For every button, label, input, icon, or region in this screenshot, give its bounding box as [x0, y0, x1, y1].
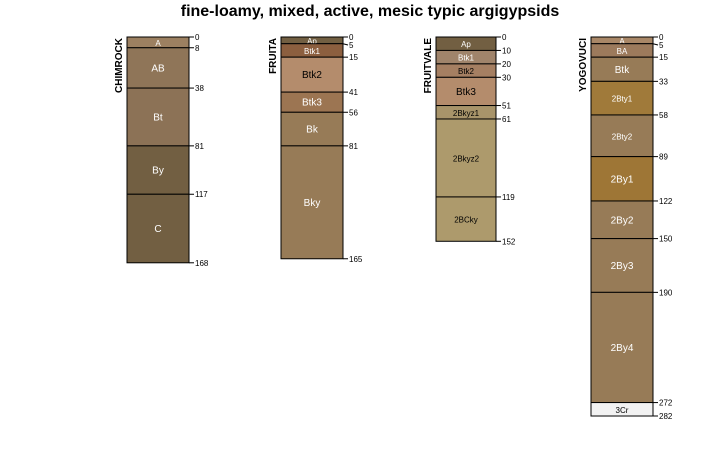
- profile-name: YOGOVUCI: [578, 38, 589, 92]
- horizon-2by3: [590, 238, 654, 293]
- depth-label: 0: [349, 33, 354, 42]
- depth-label: 89: [659, 153, 668, 162]
- depth-label: 272: [659, 399, 673, 408]
- horizon-by: [126, 145, 190, 195]
- depth-label: 117: [195, 190, 208, 199]
- horizon-label: 2Bty1: [612, 95, 633, 104]
- depth-label: 152: [502, 237, 516, 246]
- depth-label: 8: [195, 44, 200, 53]
- horizon-label: 2Bkyz2: [453, 154, 480, 163]
- horizon-label: 2By4: [611, 343, 634, 354]
- horizon-label: 2Bty2: [612, 132, 633, 141]
- depth-label: 5: [659, 41, 664, 50]
- profile-chimrock: CHIMROCK A AB Bt By C 0 8 38 81 117 168: [114, 33, 209, 268]
- horizon-btk3: [435, 76, 497, 107]
- depth-label: 168: [195, 259, 209, 268]
- horizon-label: 3Cr: [616, 406, 629, 415]
- depth-label: 61: [502, 115, 511, 124]
- depth-label: 10: [502, 46, 511, 55]
- depth-label: 5: [349, 41, 354, 50]
- horizon-btk2: [280, 56, 344, 93]
- horizon-2bty1: [590, 80, 654, 116]
- depth-tick: [652, 43, 659, 46]
- horizon-label: Btk3: [456, 87, 476, 98]
- depth-label: 30: [502, 73, 511, 82]
- horizon-2bkyz2: [435, 118, 497, 198]
- profile-fruitvale: FRUITVALE Ap Btk1 Btk2 Btk3 2Bkyz1 2Bkyz2 2BCky…: [423, 33, 516, 246]
- horizon-label: A: [155, 39, 161, 48]
- diagram-title: fine-loamy, mixed, active, mesic typic a…: [181, 3, 560, 20]
- profile-name: FRUITA: [268, 38, 279, 74]
- horizon-label: BA: [617, 47, 628, 56]
- depth-label: 0: [659, 33, 664, 42]
- horizon-bky: [280, 145, 344, 260]
- horizon-label: 2By2: [611, 215, 634, 226]
- horizon-3cr: [590, 402, 654, 417]
- depth-label: 119: [502, 193, 515, 202]
- depth-label: 81: [349, 142, 358, 151]
- horizon-label: A: [619, 37, 625, 46]
- horizon-label: Btk: [615, 65, 630, 76]
- depth-label: 41: [349, 88, 358, 97]
- depth-label: 190: [659, 288, 673, 297]
- depth-label: 81: [195, 142, 204, 151]
- depth-label: 56: [349, 108, 358, 117]
- horizon-btk: [590, 56, 654, 82]
- depth-label: 0: [195, 33, 200, 42]
- profile-name: FRUITVALE: [423, 38, 434, 94]
- depth-label: 165: [349, 255, 363, 264]
- depth-label: 33: [659, 77, 668, 86]
- profile-name: CHIMROCK: [114, 37, 125, 93]
- horizon-label: Btk1: [304, 47, 321, 56]
- horizon-label: Ap: [461, 40, 471, 49]
- depth-label: 58: [659, 111, 668, 120]
- horizon-label: Ap: [307, 37, 317, 46]
- depth-label: 20: [502, 60, 511, 69]
- horizon-label: Bk: [306, 125, 319, 136]
- horizon-label: Btk3: [302, 98, 322, 109]
- horizon-ab: [126, 47, 190, 89]
- horizon-label: C: [154, 224, 161, 235]
- horizon-label: 2Bkyz1: [453, 109, 480, 118]
- horizon-label: Bky: [304, 198, 321, 209]
- depth-label: 0: [502, 33, 507, 42]
- horizon-2by1: [590, 156, 654, 202]
- depth-label: 150: [659, 235, 673, 244]
- depth-label: 38: [195, 84, 204, 93]
- horizon-label: 2By3: [611, 261, 634, 272]
- depth-tick: [342, 43, 349, 46]
- horizon-label: Bt: [153, 112, 163, 123]
- depth-label: 122: [659, 197, 673, 206]
- depth-label: 282: [659, 412, 673, 421]
- horizon-label: By: [152, 166, 164, 177]
- horizon-label: AB: [151, 63, 165, 74]
- horizon-2bcky: [435, 196, 497, 242]
- profile-yogovuci: YOGOVUCI ABA Btk 2Bty1 2Bty2 2By1 2By2 2By3 2By4…: [578, 33, 673, 421]
- horizon-label: 2BCky: [454, 216, 478, 225]
- horizon-2by4: [590, 291, 654, 404]
- horizon-label: Btk2: [458, 67, 475, 76]
- horizon-label: Btk2: [302, 70, 322, 81]
- horizon-label: Btk1: [458, 54, 475, 63]
- horizon-label: 2By1: [611, 174, 634, 185]
- depth-label: 15: [349, 53, 358, 62]
- depth-label: 51: [502, 102, 511, 111]
- horizon-bk: [280, 111, 344, 147]
- horizon-c: [126, 193, 190, 264]
- depth-label: 15: [659, 53, 668, 62]
